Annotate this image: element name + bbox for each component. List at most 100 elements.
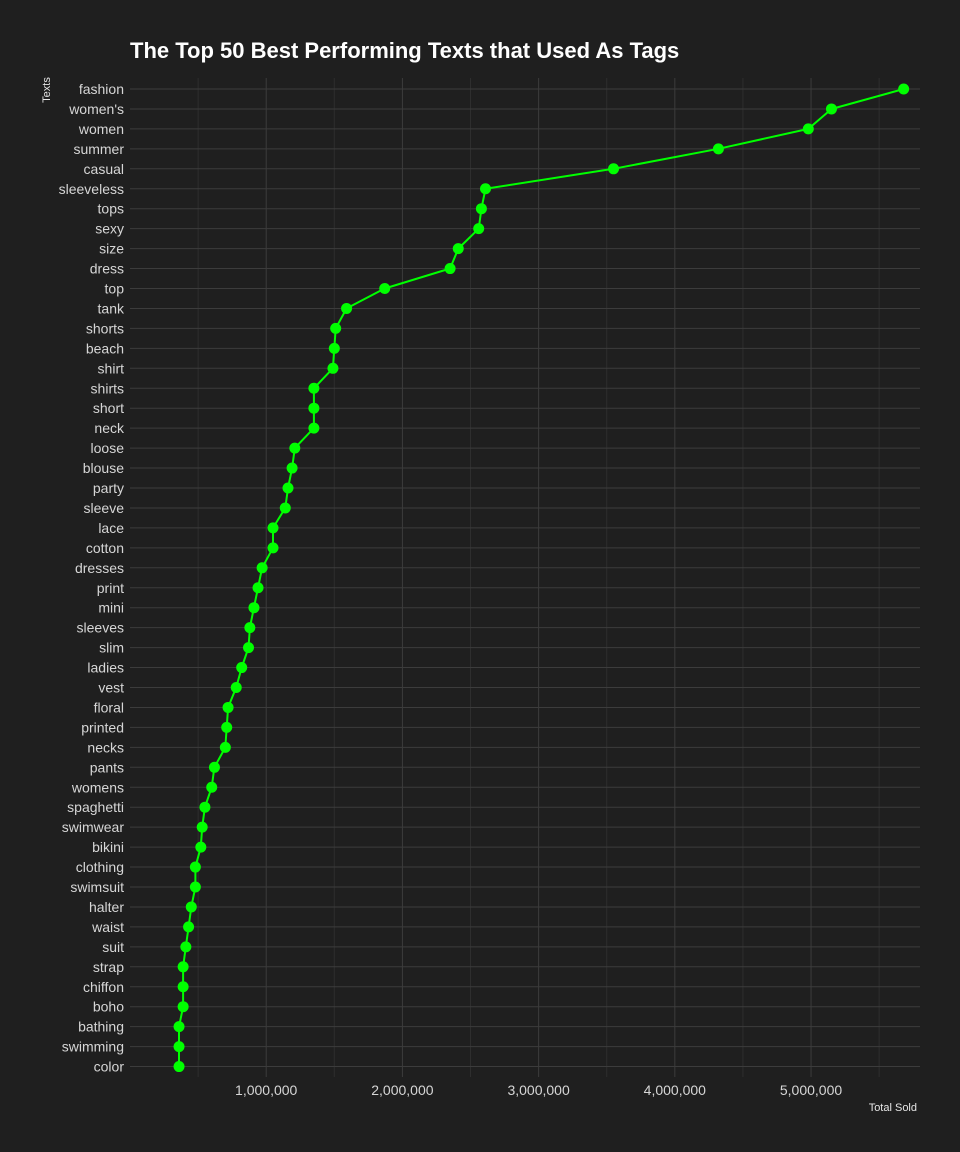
data-point (236, 662, 248, 674)
y-tick-label: summer (73, 141, 124, 157)
y-tick-label: beach (86, 340, 124, 356)
y-tick-label: clothing (76, 859, 124, 875)
y-axis-title: Texts (41, 77, 53, 103)
x-tick-label: 1,000,000 (235, 1082, 297, 1098)
data-point (219, 741, 231, 753)
y-tick-label: sleeveless (59, 181, 124, 197)
data-point (243, 642, 254, 654)
data-point (608, 163, 620, 175)
data-point (252, 582, 264, 594)
y-tick-label: sexy (95, 221, 124, 237)
data-points (173, 83, 910, 1073)
y-tick-label: size (99, 241, 124, 257)
y-tick-label: loose (91, 440, 125, 456)
data-point (452, 243, 464, 255)
data-point (898, 83, 910, 95)
y-tick-label: boho (93, 999, 124, 1015)
y-tick-label: necks (87, 739, 124, 755)
x-tick-labels: 1,000,000 2,000,000 3,000,000 4,000,000 5,00… (235, 1082, 842, 1098)
data-point (185, 901, 197, 913)
y-tick-label: swimwear (62, 819, 125, 835)
y-tick-label: vest (98, 680, 124, 696)
data-point (248, 602, 260, 614)
y-tick-label: party (93, 480, 124, 496)
data-point (712, 143, 724, 155)
minor-gridlines (197, 78, 880, 1077)
data-point (444, 263, 456, 275)
y-tick-label: sleeves (77, 620, 124, 636)
x-tick-label: 4,000,000 (644, 1082, 706, 1098)
y-tick-label: print (97, 580, 124, 596)
data-point (473, 223, 485, 235)
y-tick-label: spaghetti (67, 799, 124, 815)
y-tick-label: waist (91, 919, 124, 935)
data-point (177, 1001, 189, 1013)
data-point (308, 422, 320, 434)
data-point (328, 342, 340, 354)
data-point (279, 502, 291, 514)
y-tick-label: printed (81, 719, 124, 735)
data-point (180, 941, 192, 953)
data-point (206, 781, 218, 793)
y-tick-label: pants (90, 759, 124, 775)
y-tick-label: color (94, 1059, 125, 1075)
data-point (230, 682, 242, 693)
data-point (256, 562, 268, 574)
y-tick-labels: fashion women's women summer casual sleeveles… (59, 81, 125, 1075)
y-tick-label: top (105, 281, 125, 297)
y-tick-label: cotton (86, 540, 124, 556)
data-point (286, 462, 298, 474)
y-tick-label: strap (93, 959, 124, 975)
y-tick-label: women (78, 121, 124, 137)
data-point (208, 761, 220, 773)
y-tick-label: floral (94, 699, 124, 715)
y-tick-label: sleeve (84, 500, 125, 516)
data-point (173, 1021, 185, 1033)
data-point (177, 981, 189, 993)
y-tick-label: dress (90, 261, 124, 277)
data-point (221, 721, 233, 733)
data-point (173, 1061, 185, 1073)
y-tick-label: halter (89, 899, 124, 915)
y-tick-label: chiffon (83, 979, 124, 995)
data-point (802, 123, 814, 135)
y-tick-label: bathing (78, 1019, 124, 1035)
data-point (177, 961, 189, 973)
data-point (480, 183, 491, 195)
y-tick-label: short (93, 400, 124, 416)
data-point (222, 701, 234, 713)
y-tick-label: casual (84, 161, 124, 177)
data-point (183, 921, 195, 933)
y-tick-label: dresses (75, 560, 124, 576)
y-tick-label: blouse (83, 460, 124, 476)
x-tick-label: 5,000,000 (780, 1082, 842, 1098)
y-tick-label: ladies (87, 660, 124, 676)
y-tick-label: suit (102, 939, 124, 955)
data-point (196, 821, 208, 833)
y-tick-label: womens (71, 779, 124, 795)
y-tick-label: shirts (91, 380, 124, 396)
x-axis-title: Total Sold (869, 1102, 917, 1114)
y-tick-label: lace (98, 520, 124, 536)
data-point (379, 283, 391, 294)
data-point (189, 881, 201, 893)
y-tick-label: fashion (79, 81, 124, 97)
data-point (244, 622, 256, 634)
y-tick-label: shorts (86, 320, 124, 336)
y-tick-label: tank (98, 300, 125, 316)
x-tick-label: 3,000,000 (507, 1082, 569, 1098)
data-point (195, 841, 207, 853)
y-tick-label: tops (98, 201, 124, 217)
y-tick-label: slim (99, 640, 124, 656)
data-point (825, 103, 837, 115)
data-point (308, 402, 320, 414)
data-point (308, 382, 320, 394)
data-point (330, 322, 342, 334)
data-point (173, 1041, 185, 1053)
y-tick-label: swimsuit (70, 879, 124, 895)
chart-title: The Top 50 Best Performing Texts that Us… (130, 38, 679, 63)
major-gridlines (130, 78, 920, 1077)
data-point (327, 362, 339, 374)
